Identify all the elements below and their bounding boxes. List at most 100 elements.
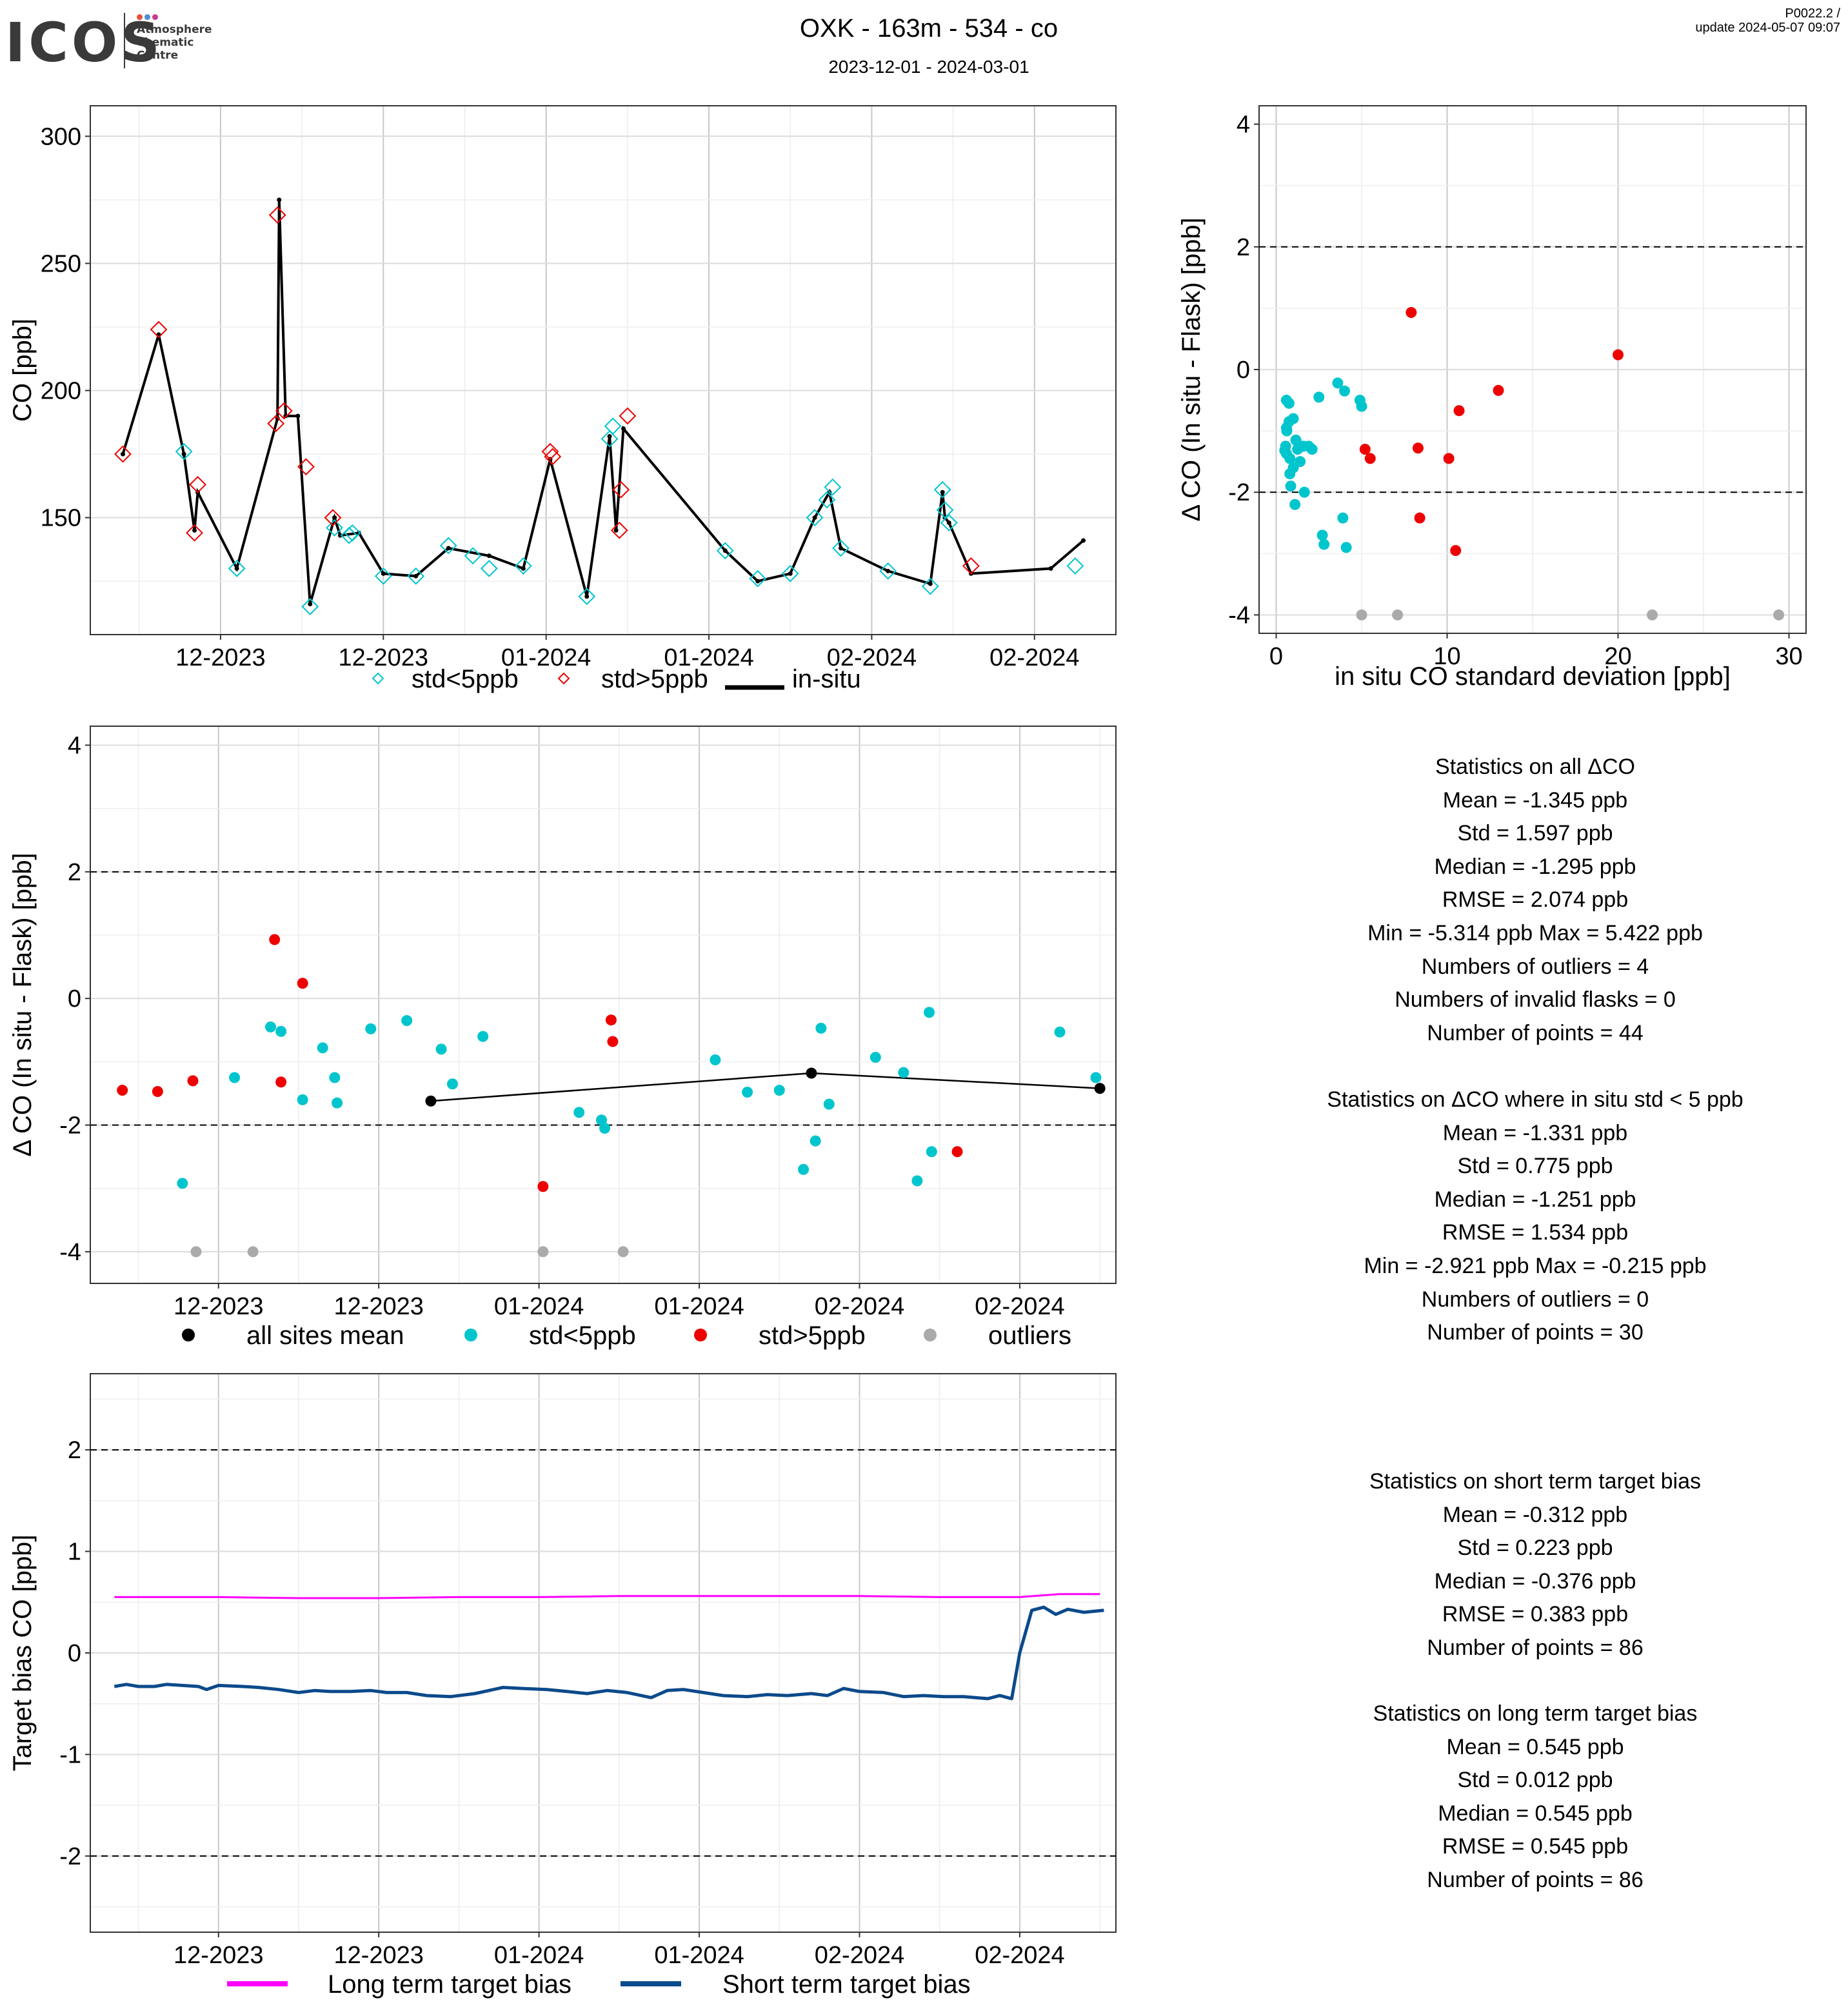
point-std-low [297, 1094, 308, 1105]
insitu-point [584, 594, 590, 599]
flask-point-std-low [228, 560, 246, 577]
insitu-point [413, 573, 419, 578]
flask-point-std-high [275, 402, 293, 420]
flask-point-std-low [806, 509, 824, 527]
point-std-high [1613, 349, 1624, 361]
stats-short-rmse: RMSE = 0.383 ppb [1442, 1602, 1629, 1627]
insitu-point [337, 533, 343, 538]
flask-point-std-high [114, 445, 132, 463]
stats-std5-delta: Statistics on ΔCO where in situ std < 5 … [1251, 1083, 1819, 1350]
page-title: OXK - 163m - 534 - co [799, 14, 1058, 43]
point-outlier [1773, 609, 1785, 620]
x-tick-label: 0 [1269, 643, 1283, 670]
y-tick-label: 4 [68, 732, 81, 759]
flask-point-std-low [464, 547, 482, 565]
x-tick-label: 01-2024 [494, 1942, 584, 1969]
icos-logo: ICOS Atmosphere Thematic Centre [5, 13, 212, 71]
point-std-low [1318, 539, 1330, 550]
short-term-bias-line [114, 1605, 1104, 1701]
point-std-low [710, 1054, 721, 1065]
stats-short-points: Number of points = 86 [1427, 1635, 1644, 1660]
point-std-low [332, 1097, 343, 1109]
flask-point-std-low [175, 442, 193, 460]
logo-subtitle: Atmosphere Thematic Centre [137, 23, 212, 62]
point-all-sites-mean [806, 1067, 817, 1079]
point-std-low [1284, 453, 1296, 464]
flask-point-std-high [541, 442, 559, 460]
point-std-low [1283, 397, 1295, 409]
x-tick-label: 12-2023 [339, 644, 428, 671]
stats-short-median: Median = -0.376 ppb [1434, 1568, 1636, 1594]
point-std-low [1306, 444, 1318, 455]
point-std-low [229, 1072, 241, 1083]
flask-point-std-low [343, 524, 361, 542]
flask-point-std-high [619, 407, 637, 425]
point-all-sites-mean [425, 1095, 437, 1107]
point-std-low [275, 1025, 287, 1037]
stats-long-points: Number of points = 86 [1427, 1867, 1644, 1892]
legend-label-all-sites-mean: all sites mean [246, 1321, 404, 1350]
y-tick-label: -1 [59, 1741, 81, 1768]
flask-point-std-low [832, 539, 849, 557]
point-std-high [607, 1036, 619, 1047]
insitu-point [940, 489, 945, 495]
insitu-point [192, 528, 197, 533]
flask-point-std-low [480, 560, 498, 577]
point-outlier [537, 1246, 549, 1258]
tb-x-tick-labels: 12-2023 12-2023 01-2024 01-2024 02-2024 02-20… [174, 1932, 1065, 1969]
point-std-high [1364, 453, 1376, 464]
point-outlier [1392, 609, 1404, 620]
stats-all-minmax: Min = -5.314 ppb Max = 5.422 ppb [1367, 920, 1703, 945]
insitu-point [283, 413, 288, 419]
x-tick-label: 01-2024 [664, 644, 753, 671]
point-outlier [1647, 609, 1658, 620]
insitu-point [1081, 538, 1086, 543]
flask-point-std-low [781, 564, 799, 582]
co-y-axis-label: CO [ppb] [8, 319, 37, 422]
stats-std5-rmse: RMSE = 1.534 ppb [1442, 1220, 1629, 1245]
point-std-high [187, 1075, 199, 1087]
y-tick-label: 4 [1237, 112, 1250, 139]
y-tick-label: 0 [68, 1640, 81, 1667]
insitu-point [295, 413, 301, 419]
flask-point-std-high [297, 458, 315, 476]
y-tick-label: 300 [41, 123, 81, 150]
co-marks [114, 197, 1086, 616]
insitu-point [275, 416, 280, 421]
legend-swatch-all-sites-mean [182, 1329, 195, 1341]
point-std-low [1281, 425, 1293, 437]
point-std-high [1412, 442, 1424, 454]
x-tick-label: 30 [1775, 643, 1802, 670]
legend-label-std-high: std>5ppb [759, 1321, 866, 1350]
flask-point-std-high [150, 321, 168, 339]
stats-std5-std: Std = 0.775 ppb [1457, 1154, 1613, 1179]
insitu-point [838, 546, 843, 551]
y-tick-label: 150 [41, 505, 81, 532]
point-std-low [798, 1163, 810, 1175]
legend-label-insitu: in-situ [792, 665, 861, 693]
point-std-high [605, 1014, 617, 1026]
tb-marks [114, 1593, 1104, 1701]
point-std-low [1054, 1026, 1066, 1038]
legend-swatch-outliers [924, 1329, 937, 1341]
flask-point-std-low [933, 480, 951, 499]
flask-point-std-low [936, 501, 954, 519]
point-outlier [1356, 609, 1367, 620]
y-tick-label: 2 [1237, 234, 1250, 261]
dts-x-tick-labels: 12-2023 12-2023 01-2024 01-2024 02-2024 02-20… [174, 1283, 1065, 1320]
x-tick-label: 02-2024 [989, 644, 1079, 671]
flask-point-std-high [544, 448, 562, 466]
y-tick-label: 2 [68, 859, 81, 886]
logo-dot-pink [152, 14, 158, 20]
insitu-point [928, 581, 933, 586]
insitu-point [446, 546, 451, 551]
point-std-low [926, 1146, 937, 1158]
stats-all-mean: Mean = -1.345 ppb [1442, 787, 1628, 813]
x-tick-label: 01-2024 [654, 1942, 744, 1969]
legend-swatch-std-high [694, 1329, 707, 1341]
dts-hlines [90, 871, 1116, 1126]
flask-point-std-low [301, 598, 319, 616]
point-std-low [911, 1175, 923, 1187]
point-std-low [773, 1085, 785, 1096]
dstd-hlines [1259, 246, 1806, 493]
